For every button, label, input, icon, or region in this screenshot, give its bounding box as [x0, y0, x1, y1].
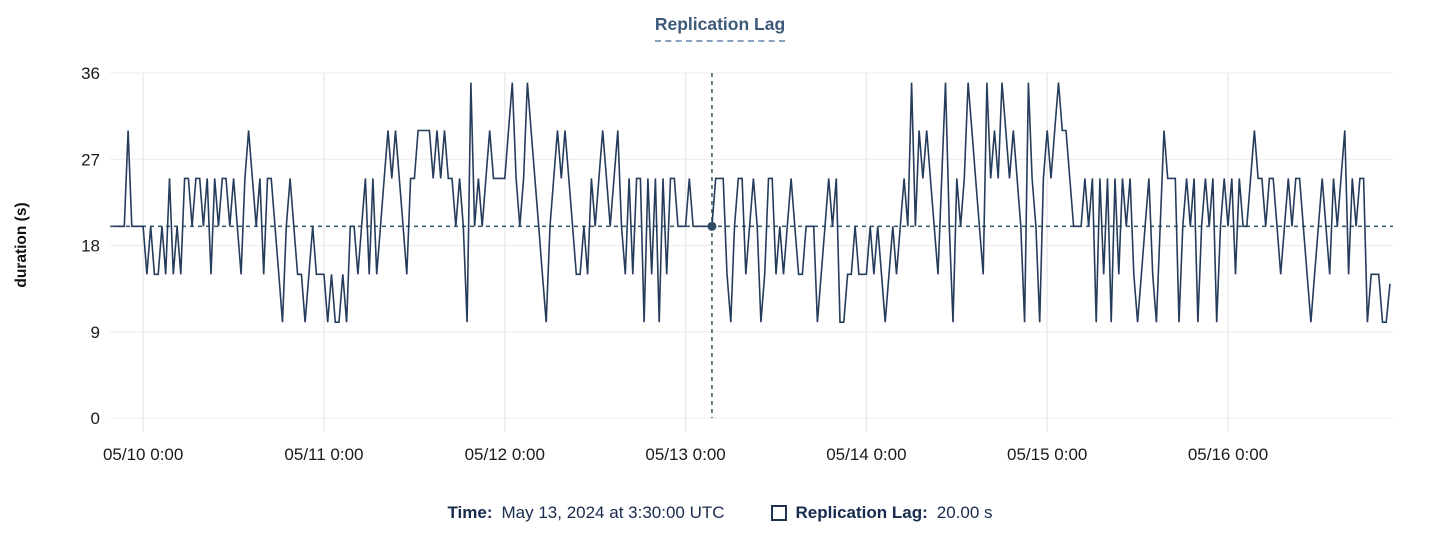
tooltip-time-value: May 13, 2024 at 3:30:00 UTC	[501, 503, 725, 522]
y-tick-label: 27	[81, 150, 100, 169]
chart-title[interactable]: Replication Lag	[654, 14, 786, 42]
chart-plot-area[interactable]: 0 9 18 27 36 05/10 0:00 05/11 0:00 05/12 0:00 05…	[0, 0, 1440, 478]
x-tick-label: 05/10 0:00	[103, 445, 183, 464]
tooltip-series-label: Replication Lag:	[795, 503, 928, 522]
y-tick-label: 0	[91, 409, 100, 428]
x-tick-label: 05/14 0:00	[826, 445, 906, 464]
chart-title-row: Replication Lag	[0, 14, 1440, 42]
x-tick-label: 05/12 0:00	[465, 445, 545, 464]
x-tick-label: 05/11 0:00	[284, 445, 363, 464]
y-tick-label: 18	[81, 237, 100, 256]
series-line[interactable]	[113, 82, 1391, 323]
series-swatch-icon	[770, 505, 787, 521]
x-tick-label: 05/15 0:00	[1007, 445, 1087, 464]
crosshair-marker	[707, 221, 717, 231]
x-tick-label: 05/13 0:00	[645, 445, 725, 464]
y-tick-label: 9	[91, 323, 100, 342]
x-tick-label: 05/16 0:00	[1188, 445, 1268, 464]
legend-item-replication-lag[interactable]: Replication Lag: 20.00 s	[770, 503, 993, 523]
chart-tooltip-readout: Time: May 13, 2024 at 3:30:00 UTC Replic…	[0, 503, 1440, 523]
tooltip-time-label: Time:	[447, 503, 493, 522]
y-tick-label: 36	[81, 64, 100, 83]
tooltip-series-value: 20.00 s	[936, 503, 993, 522]
